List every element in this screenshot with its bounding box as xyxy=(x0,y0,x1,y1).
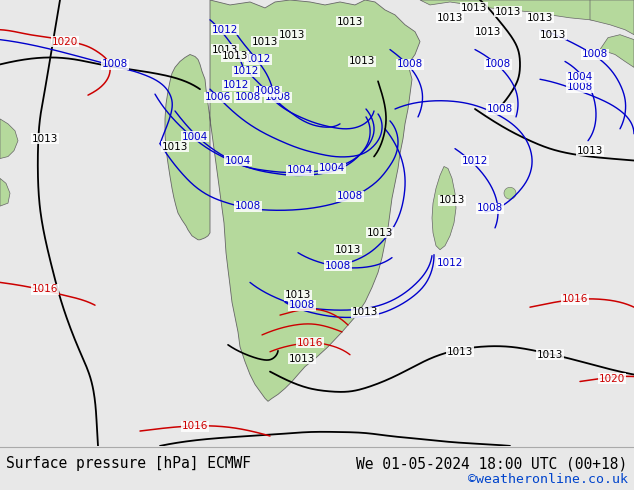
Polygon shape xyxy=(0,119,18,159)
Text: 1016: 1016 xyxy=(297,338,323,348)
Text: 1006: 1006 xyxy=(205,92,231,102)
Text: 1013: 1013 xyxy=(367,228,393,238)
Text: 1013: 1013 xyxy=(162,142,188,151)
Text: 1008: 1008 xyxy=(485,59,511,70)
Text: 1013: 1013 xyxy=(289,354,315,364)
Circle shape xyxy=(504,187,516,199)
Text: 1013: 1013 xyxy=(461,3,487,13)
Text: 1008: 1008 xyxy=(477,203,503,213)
Text: 1008: 1008 xyxy=(235,92,261,102)
Text: ©weatheronline.co.uk: ©weatheronline.co.uk xyxy=(468,473,628,487)
Text: 1004: 1004 xyxy=(225,155,251,166)
Text: 1008: 1008 xyxy=(289,300,315,310)
Text: 1013: 1013 xyxy=(495,7,521,17)
Text: 1013: 1013 xyxy=(537,350,563,360)
Text: 1013: 1013 xyxy=(447,347,473,357)
Text: 1012: 1012 xyxy=(212,24,238,35)
Polygon shape xyxy=(165,0,420,401)
Text: 1020: 1020 xyxy=(599,373,625,384)
Text: 1004: 1004 xyxy=(567,73,593,82)
Polygon shape xyxy=(432,167,456,250)
Text: 1013: 1013 xyxy=(475,27,501,37)
Text: 1013: 1013 xyxy=(337,17,363,27)
Polygon shape xyxy=(590,0,634,35)
Text: 1016: 1016 xyxy=(182,421,208,431)
Text: 1013: 1013 xyxy=(527,13,553,23)
Text: 1008: 1008 xyxy=(487,104,513,114)
Text: 1013: 1013 xyxy=(212,45,238,54)
Text: 1008: 1008 xyxy=(397,59,423,70)
Text: 1016: 1016 xyxy=(32,284,58,294)
Text: 1012: 1012 xyxy=(437,258,463,268)
Text: 1008: 1008 xyxy=(337,191,363,201)
Text: 1013: 1013 xyxy=(349,56,375,67)
Text: 1013: 1013 xyxy=(439,195,465,205)
Polygon shape xyxy=(420,0,634,30)
Text: 1012: 1012 xyxy=(233,66,259,76)
Text: 1016: 1016 xyxy=(562,294,588,304)
Text: 1013: 1013 xyxy=(285,290,311,300)
Text: 1013: 1013 xyxy=(437,13,463,23)
Text: 1004: 1004 xyxy=(319,164,345,173)
Text: 1013: 1013 xyxy=(335,245,361,255)
Text: 1008: 1008 xyxy=(255,86,281,96)
Text: 1020: 1020 xyxy=(52,37,78,47)
Polygon shape xyxy=(0,178,10,206)
Text: 1008: 1008 xyxy=(235,201,261,211)
Text: 1013: 1013 xyxy=(352,307,378,317)
Text: 1004: 1004 xyxy=(182,132,208,142)
Text: We 01-05-2024 18:00 UTC (00+18): We 01-05-2024 18:00 UTC (00+18) xyxy=(356,456,628,471)
Text: 1013: 1013 xyxy=(279,30,305,40)
Text: 1012: 1012 xyxy=(245,54,271,65)
Polygon shape xyxy=(600,35,634,68)
Text: 1008: 1008 xyxy=(582,49,608,59)
Text: 1008: 1008 xyxy=(325,261,351,270)
Text: 1008: 1008 xyxy=(265,92,291,102)
Text: 1012: 1012 xyxy=(462,155,488,166)
Text: 1013: 1013 xyxy=(222,51,248,61)
Text: 1008: 1008 xyxy=(102,59,128,70)
Text: 1012: 1012 xyxy=(223,80,249,90)
Text: 1013: 1013 xyxy=(252,37,278,47)
Text: 1008: 1008 xyxy=(567,82,593,92)
Text: 1013: 1013 xyxy=(32,134,58,144)
Text: 1013: 1013 xyxy=(540,30,566,40)
Text: 1013: 1013 xyxy=(577,146,603,156)
Text: Surface pressure [hPa] ECMWF: Surface pressure [hPa] ECMWF xyxy=(6,456,251,471)
Text: 1004: 1004 xyxy=(287,166,313,175)
